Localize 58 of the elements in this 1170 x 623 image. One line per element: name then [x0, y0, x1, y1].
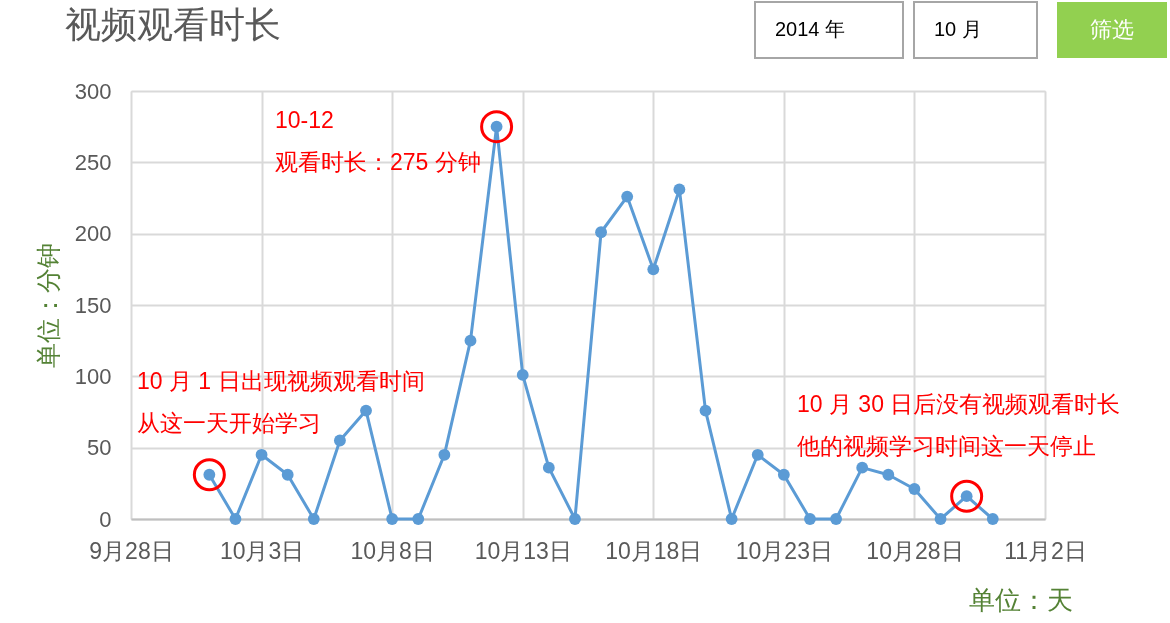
point [360, 404, 372, 417]
x-tick-label: 10月13日 [474, 537, 572, 564]
point [307, 513, 320, 525]
point [699, 404, 712, 417]
point [950, 479, 984, 513]
point [464, 334, 477, 347]
y-tick-label: 150 [74, 292, 112, 318]
x-tick-label: 11月2日 [1004, 537, 1087, 564]
y-tick-label: 200 [74, 221, 112, 247]
annotation: 他的视频学习时间这一天停止 [797, 433, 1096, 459]
point [438, 448, 451, 461]
point [621, 190, 634, 203]
y-tick-label: 50 [87, 435, 112, 461]
point [804, 513, 816, 525]
point [751, 448, 764, 461]
point [647, 263, 660, 276]
point [281, 468, 294, 481]
point [255, 448, 268, 461]
text: 筛选 [1090, 17, 1134, 42]
point [986, 513, 999, 525]
point [569, 513, 581, 525]
annotation: 10 月 1 日出现视频观看时间 [137, 368, 425, 394]
point [192, 458, 226, 492]
y-tick-label: 300 [74, 78, 112, 104]
y-tick-label: 0 [99, 506, 112, 532]
annotation: 观看时长：275 分钟 [275, 149, 481, 175]
point [334, 434, 346, 447]
point [908, 483, 921, 495]
point [830, 513, 842, 525]
x-tick-label: 10月28日 [866, 537, 964, 564]
x-tick-label: 10月23日 [735, 537, 833, 564]
point [516, 369, 529, 381]
y-axis-title: 单位：分钟 [33, 243, 62, 368]
point [229, 513, 242, 525]
point [595, 226, 607, 239]
x-tick-label: 10月18日 [605, 537, 703, 564]
text: 2014 年 [775, 18, 846, 40]
annotation: 10-12 [275, 107, 334, 133]
point [673, 183, 686, 196]
x-tick-label: 9月28日 [89, 537, 174, 564]
x-tick-label: 10月3日 [219, 537, 305, 564]
annotation: 10 月 30 日后没有视频观看时长 [797, 391, 1121, 417]
point [412, 513, 425, 525]
y-tick-label: 100 [74, 363, 112, 389]
x-tick-label: 10月8日 [350, 537, 435, 564]
point [934, 513, 947, 525]
annotation: 从这一天开始学习 [137, 410, 321, 436]
point [725, 513, 738, 525]
point [386, 513, 399, 525]
chart-title: 视频观看时长 [65, 4, 281, 45]
y-tick-label: 250 [74, 149, 112, 175]
point [777, 468, 790, 481]
point [542, 461, 555, 474]
point [480, 110, 514, 144]
text: 10 月 [934, 18, 982, 40]
x-axis-title: 单位：天 [968, 584, 1073, 615]
point [856, 461, 869, 474]
point [882, 468, 895, 481]
